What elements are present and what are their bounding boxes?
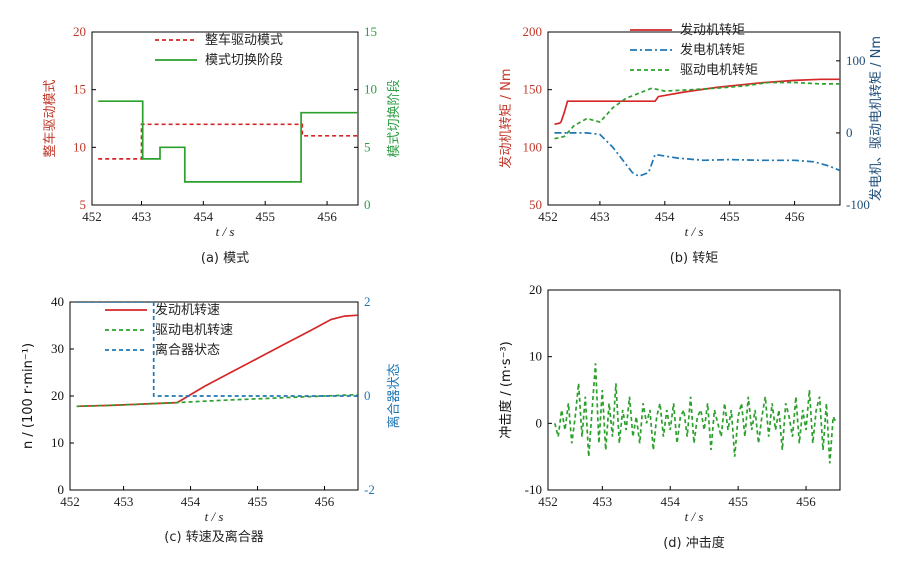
x-tick-label: 456 xyxy=(796,494,816,509)
y-tick-label: 200 xyxy=(523,24,543,39)
x-tick-label: 454 xyxy=(660,494,680,509)
y-tick-label: -10 xyxy=(525,482,542,497)
y-tick-label: 15 xyxy=(73,82,86,97)
legend-label: 离合器状态 xyxy=(155,342,220,358)
x-axis-label: t / s xyxy=(685,509,704,524)
series-line xyxy=(98,123,358,160)
y2-axis-label: 模式切换阶段 xyxy=(387,79,402,157)
x-tick-label: 453 xyxy=(593,494,613,509)
y2-tick-label: 0 xyxy=(364,197,371,212)
y-tick-label: 150 xyxy=(523,82,543,97)
series-line xyxy=(76,393,358,408)
y-axis-label: 发动机转矩 / Nm xyxy=(498,68,514,168)
y2-tick-label: 10 xyxy=(364,82,377,97)
y-tick-label: 20 xyxy=(529,282,542,297)
x-tick-label: 456 xyxy=(785,209,805,224)
legend-label: 整车驱动模式 xyxy=(205,32,283,48)
y-tick-label: 10 xyxy=(529,349,542,364)
y-tick-label: 5 xyxy=(80,197,87,212)
plot-frame xyxy=(547,289,841,491)
y-tick-label: 0 xyxy=(58,482,65,497)
y-axis-label: n / (100 r·min⁻¹) xyxy=(21,343,36,449)
series-line xyxy=(98,100,358,183)
y2-tick-label: 15 xyxy=(364,24,377,39)
y2-tick-label: 5 xyxy=(364,139,371,154)
y-tick-label: 20 xyxy=(73,24,86,39)
y-tick-label: 10 xyxy=(51,435,64,450)
x-tick-label: 455 xyxy=(720,209,740,224)
x-tick-label: 455 xyxy=(728,494,748,509)
y2-axis-label: 离合器状态 xyxy=(386,363,402,428)
chart-d: 452 453 454 455 456 t / s -10 0 10 20 冲击度 / (m·s⁻³… xyxy=(498,282,841,551)
x-tick-label: 455 xyxy=(255,209,275,224)
y2-tick-label: 0 xyxy=(364,388,371,403)
y-axis-label: 冲击度 / (m·s⁻³) xyxy=(498,341,514,438)
plot-frame xyxy=(91,31,359,206)
legend-label: 发电机转矩 xyxy=(680,42,745,58)
x-tick-label: 453 xyxy=(132,209,152,224)
x-axis-label: t / s xyxy=(205,509,224,524)
y-tick-label: 40 xyxy=(51,294,64,309)
chart-b: 452 453 454 455 456 t / s 50 100 150 200 发动机转矩 / N… xyxy=(498,22,884,266)
y-tick-label: 0 xyxy=(536,415,543,430)
legend-label: 发动机转速 xyxy=(155,302,220,318)
x-tick-label: 456 xyxy=(317,209,337,224)
series-line xyxy=(76,314,358,408)
x-tick-label: 452 xyxy=(60,494,80,509)
legend-label: 模式切换阶段 xyxy=(205,53,283,68)
x-tick-label: 455 xyxy=(248,494,268,509)
subplot-caption: (b) 转矩 xyxy=(670,251,719,266)
y2-tick-label: 0 xyxy=(846,125,853,140)
x-tick-label: 454 xyxy=(655,209,675,224)
chart-a: 452 453 454 455 456 t / s 5 10 15 20 整车驱动模式 0 5 10 15 模… xyxy=(42,24,402,266)
legend-label: 发动机转矩 xyxy=(680,22,745,38)
x-tick-label: 454 xyxy=(181,494,201,509)
y-tick-label: 10 xyxy=(73,139,86,154)
x-tick-label: 454 xyxy=(194,209,214,224)
y-axis-label: 整车驱动模式 xyxy=(42,79,58,157)
x-axis-label: t / s xyxy=(216,224,235,239)
y-tick-label: 30 xyxy=(51,341,64,356)
y2-tick-label: 2 xyxy=(364,294,371,309)
y-tick-label: 50 xyxy=(529,197,542,212)
y2-tick-label: -2 xyxy=(364,482,375,497)
subplot-caption: (a) 模式 xyxy=(201,251,249,266)
legend-label: 驱动电机转速 xyxy=(155,323,233,338)
y2-axis-label: 发电机、驱动电机转矩 / Nm xyxy=(868,36,884,201)
x-tick-label: 452 xyxy=(538,209,558,224)
x-tick-label: 453 xyxy=(590,209,610,224)
y-tick-label: 100 xyxy=(523,139,543,154)
x-tick-label: 456 xyxy=(315,494,335,509)
x-axis-label: t / s xyxy=(685,224,704,239)
x-tick-label: 453 xyxy=(114,494,134,509)
y2-tick-label: 100 xyxy=(846,53,866,68)
y-tick-label: 20 xyxy=(51,388,64,403)
legend-label: 驱动电机转矩 xyxy=(680,63,758,78)
series-line xyxy=(554,78,840,126)
x-tick-label: 452 xyxy=(538,494,558,509)
subplot-caption: (c) 转速及离合器 xyxy=(164,529,263,545)
plot-frame xyxy=(547,31,841,206)
x-tick-label: 452 xyxy=(82,209,102,224)
series-line xyxy=(554,132,840,178)
subplot-caption: (d) 冲击度 xyxy=(663,535,725,551)
series-line xyxy=(553,363,838,464)
series-line xyxy=(76,302,358,397)
y2-tick-label: -100 xyxy=(846,197,870,212)
